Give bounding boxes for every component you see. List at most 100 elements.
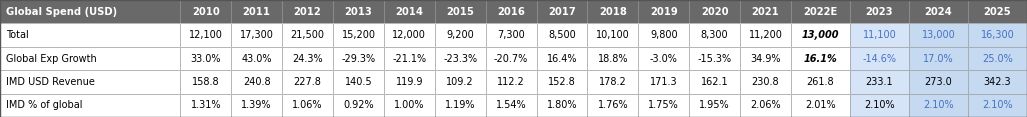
Bar: [384, 23, 434, 47]
Text: 2024: 2024: [924, 7, 952, 17]
Text: 24.3%: 24.3%: [293, 53, 322, 64]
Text: 11,200: 11,200: [749, 30, 783, 40]
Bar: [282, 94, 333, 117]
Text: IMD USD Revenue: IMD USD Revenue: [6, 77, 96, 87]
Bar: [909, 0, 968, 23]
Text: Global Exp Growth: Global Exp Growth: [6, 53, 97, 64]
Bar: [181, 23, 231, 47]
Text: 12,100: 12,100: [189, 30, 223, 40]
Bar: [909, 47, 968, 70]
Text: 1.76%: 1.76%: [598, 100, 629, 110]
Text: 9,200: 9,200: [447, 30, 474, 40]
Bar: [850, 23, 909, 47]
Text: 2020: 2020: [700, 7, 728, 17]
Text: 2011: 2011: [242, 7, 271, 17]
Bar: [231, 70, 282, 94]
Text: Total: Total: [6, 30, 29, 40]
Bar: [434, 70, 486, 94]
Bar: [909, 23, 968, 47]
Text: 1.06%: 1.06%: [293, 100, 322, 110]
Bar: [850, 23, 909, 47]
Text: Global Spend (USD): Global Spend (USD): [6, 7, 117, 17]
Bar: [536, 23, 587, 47]
Text: 13,000: 13,000: [921, 30, 955, 40]
Text: 1.00%: 1.00%: [394, 100, 424, 110]
Bar: [181, 70, 231, 94]
Bar: [791, 23, 850, 47]
Text: 2021: 2021: [752, 7, 779, 17]
Bar: [333, 23, 384, 47]
Bar: [791, 0, 850, 23]
Bar: [587, 47, 639, 70]
Bar: [850, 70, 909, 94]
Bar: [333, 70, 384, 94]
Bar: [231, 0, 282, 23]
Bar: [968, 70, 1027, 94]
Bar: [689, 47, 740, 70]
Bar: [740, 47, 791, 70]
Bar: [587, 94, 639, 117]
Text: 2018: 2018: [599, 7, 626, 17]
Bar: [968, 47, 1027, 70]
Bar: [587, 70, 639, 94]
Text: 178.2: 178.2: [599, 77, 626, 87]
Bar: [850, 0, 909, 23]
Text: 162.1: 162.1: [700, 77, 728, 87]
Text: -23.3%: -23.3%: [444, 53, 478, 64]
Text: 1.19%: 1.19%: [445, 100, 476, 110]
Bar: [968, 70, 1027, 94]
Bar: [0, 23, 181, 47]
Bar: [231, 47, 282, 70]
Bar: [740, 0, 791, 23]
Bar: [639, 0, 689, 23]
Bar: [536, 70, 587, 94]
Bar: [740, 70, 791, 94]
Text: IMD % of global: IMD % of global: [6, 100, 82, 110]
Text: 2010: 2010: [192, 7, 220, 17]
Bar: [384, 94, 434, 117]
Bar: [231, 94, 282, 117]
Bar: [791, 94, 850, 117]
Text: 2025: 2025: [984, 7, 1012, 17]
Bar: [536, 0, 587, 23]
Bar: [689, 70, 740, 94]
Bar: [909, 70, 968, 94]
Text: 2.10%: 2.10%: [982, 100, 1013, 110]
Bar: [968, 94, 1027, 117]
Text: 158.8: 158.8: [192, 77, 220, 87]
Text: 2013: 2013: [345, 7, 373, 17]
Text: 2.06%: 2.06%: [750, 100, 781, 110]
Bar: [639, 0, 689, 23]
Bar: [536, 70, 587, 94]
Bar: [181, 47, 231, 70]
Bar: [333, 70, 384, 94]
Bar: [231, 0, 282, 23]
Bar: [740, 23, 791, 47]
Bar: [850, 0, 909, 23]
Bar: [282, 0, 333, 23]
Bar: [791, 47, 850, 70]
Text: 16,300: 16,300: [981, 30, 1015, 40]
Text: 2019: 2019: [650, 7, 678, 17]
Bar: [434, 0, 486, 23]
Text: 2014: 2014: [395, 7, 423, 17]
Text: 12,000: 12,000: [392, 30, 426, 40]
Bar: [689, 70, 740, 94]
Text: 16.4%: 16.4%: [546, 53, 577, 64]
Bar: [0, 0, 181, 23]
Bar: [968, 94, 1027, 117]
Bar: [434, 23, 486, 47]
Bar: [689, 0, 740, 23]
Bar: [282, 94, 333, 117]
Bar: [536, 0, 587, 23]
Bar: [909, 70, 968, 94]
Bar: [333, 0, 384, 23]
Bar: [536, 47, 587, 70]
Bar: [486, 47, 536, 70]
Text: 9,800: 9,800: [650, 30, 678, 40]
Text: 2.01%: 2.01%: [805, 100, 836, 110]
Bar: [587, 23, 639, 47]
Bar: [486, 0, 536, 23]
Bar: [384, 94, 434, 117]
Bar: [740, 47, 791, 70]
